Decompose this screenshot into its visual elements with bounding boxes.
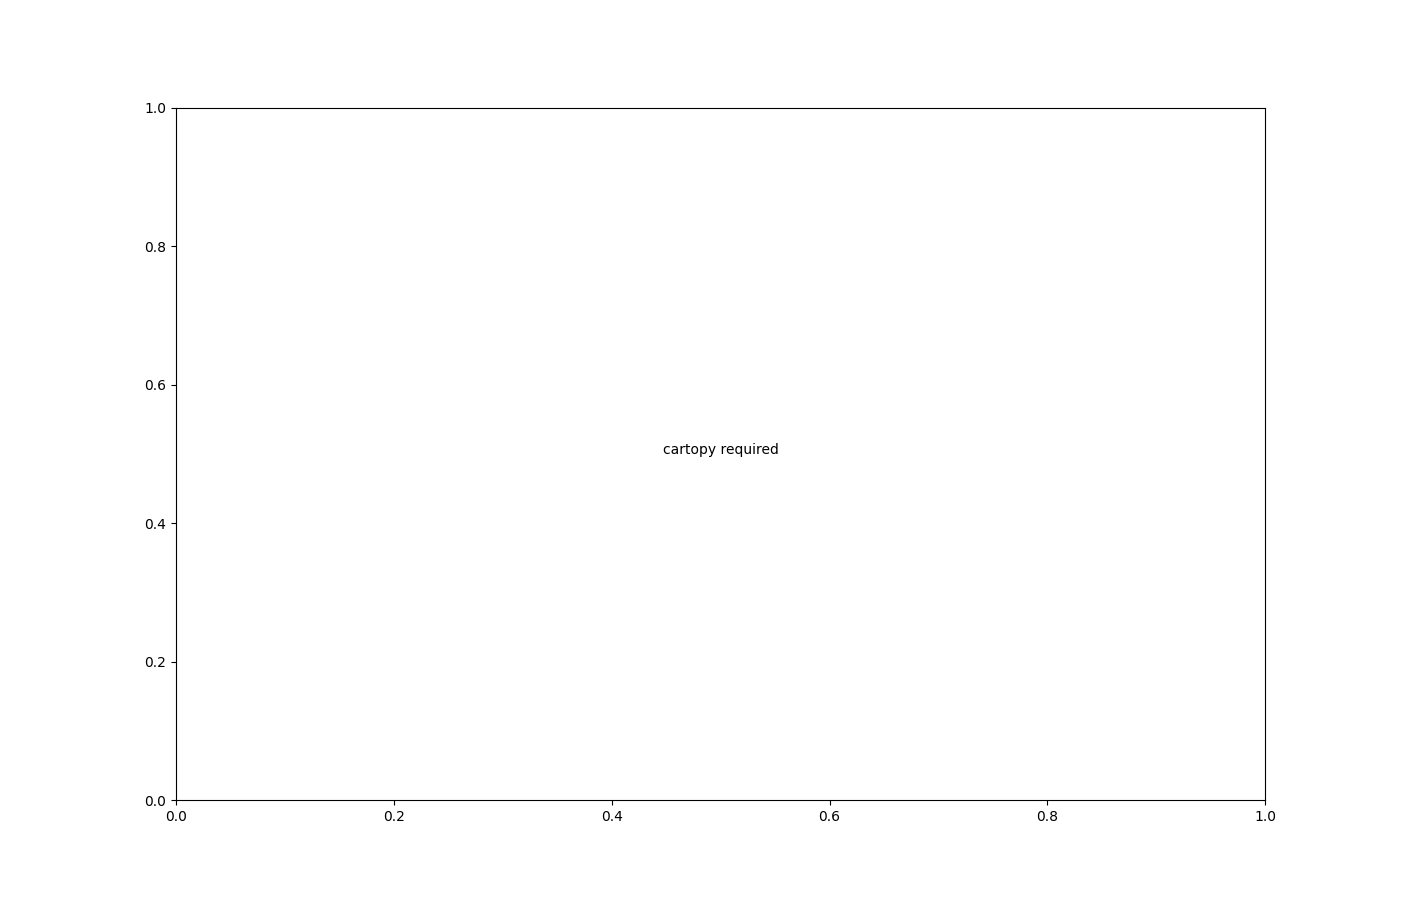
Text: cartopy required: cartopy required <box>662 443 779 457</box>
